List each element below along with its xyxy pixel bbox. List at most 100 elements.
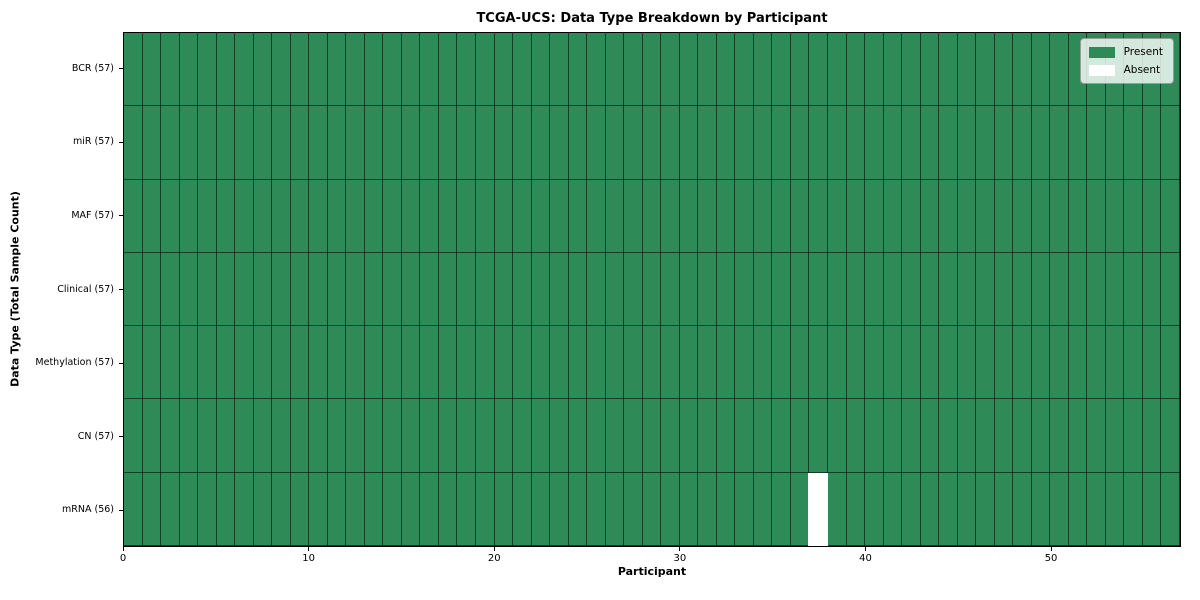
heatmap-cell	[624, 33, 643, 107]
heatmap-cell	[457, 33, 476, 107]
heatmap-cell	[550, 106, 569, 180]
heatmap-cell	[420, 399, 439, 473]
heatmap-cell	[846, 399, 866, 473]
heatmap-cell	[235, 399, 254, 473]
heatmap-cell	[790, 252, 810, 327]
heatmap-cell	[198, 106, 217, 180]
heatmap-cell	[383, 472, 402, 546]
heatmap-cell	[679, 106, 699, 180]
heatmap-cell	[161, 326, 180, 400]
heatmap-cell	[827, 252, 847, 327]
heatmap-cell	[124, 326, 143, 400]
heatmap-cell	[531, 179, 551, 253]
heatmap-cell	[216, 472, 236, 546]
heatmap-cell	[179, 399, 199, 473]
heatmap-cell	[790, 326, 810, 400]
heatmap-cell	[401, 106, 421, 180]
heatmap-cell	[364, 252, 384, 327]
heatmap-cell	[161, 472, 180, 546]
heatmap-cell	[309, 106, 328, 180]
heatmap-cell	[902, 472, 921, 546]
heatmap-cell	[235, 106, 254, 180]
heatmap-cell	[1068, 179, 1088, 253]
heatmap-cell	[994, 326, 1014, 400]
heatmap-cell	[216, 399, 236, 473]
heatmap-cell	[642, 106, 662, 180]
heatmap-cell	[383, 33, 402, 107]
heatmap-cell	[272, 33, 291, 107]
y-tick-label: CN (57)	[77, 430, 114, 442]
heatmap-cell	[513, 179, 532, 253]
heatmap-cell	[568, 33, 588, 107]
heatmap-cell	[957, 33, 977, 107]
heatmap-cell	[1031, 106, 1051, 180]
heatmap-cell	[198, 252, 217, 327]
heatmap-cell	[198, 179, 217, 253]
heatmap-cell	[846, 472, 866, 546]
heatmap-cell	[1161, 326, 1180, 400]
heatmap-cell	[883, 326, 903, 400]
heatmap-cell	[568, 326, 588, 400]
heatmap-cell	[438, 252, 458, 327]
heatmap-cell	[1013, 472, 1032, 546]
heatmap-cell	[1124, 399, 1143, 473]
heatmap-cell	[364, 106, 384, 180]
heatmap-cell	[1031, 252, 1051, 327]
heatmap-cell	[198, 472, 217, 546]
heatmap-cell	[475, 252, 495, 327]
heatmap-cell	[438, 472, 458, 546]
heatmap-cell	[809, 472, 828, 546]
heatmap-cell	[624, 326, 643, 400]
y-tick-label: MAF (57)	[71, 209, 114, 221]
heatmap-cell	[364, 179, 384, 253]
y-tick-label: Methylation (57)	[35, 357, 114, 369]
heatmap-cell	[790, 472, 810, 546]
heatmap-cell	[809, 399, 828, 473]
y-tick-mark	[119, 362, 123, 364]
heatmap-cell	[790, 33, 810, 107]
x-tick-mark	[308, 547, 310, 551]
heatmap-cell	[1161, 179, 1180, 253]
heatmap-cell	[1013, 179, 1032, 253]
x-tick-mark	[122, 547, 124, 551]
heatmap-cell	[1050, 472, 1069, 546]
heatmap-cell	[716, 326, 736, 400]
heatmap-cell	[1087, 472, 1106, 546]
heatmap-cell	[698, 106, 717, 180]
heatmap-cell	[1050, 399, 1069, 473]
heatmap-cell	[883, 252, 903, 327]
heatmap-cell	[642, 252, 662, 327]
heatmap-cell	[1105, 106, 1125, 180]
heatmap-cell	[920, 106, 940, 180]
heatmap-cell	[1105, 252, 1125, 327]
heatmap-cell	[513, 472, 532, 546]
heatmap-cell	[846, 106, 866, 180]
heatmap-cell	[1031, 179, 1051, 253]
heatmap-cell	[920, 252, 940, 327]
heatmap-cell	[753, 326, 773, 400]
heatmap-cell	[327, 399, 347, 473]
heatmap-cell	[272, 326, 291, 400]
heatmap-cell	[346, 472, 365, 546]
y-tick-mark	[119, 289, 123, 290]
heatmap-cell	[772, 399, 791, 473]
heatmap-cell	[309, 33, 328, 107]
heatmap-cell	[401, 252, 421, 327]
heatmap-cell	[661, 399, 680, 473]
heatmap-cell	[846, 179, 866, 253]
x-tick-label: 20	[487, 553, 501, 564]
heatmap-cell	[1068, 252, 1088, 327]
heatmap-cell	[772, 33, 791, 107]
heatmap-cell	[290, 252, 310, 327]
heatmap-cell	[550, 252, 569, 327]
heatmap-grid	[124, 33, 1180, 546]
heatmap-cell	[1142, 472, 1162, 546]
heatmap-cell	[438, 326, 458, 400]
heatmap-cell	[198, 326, 217, 400]
heatmap-cell	[883, 399, 903, 473]
heatmap-cell	[161, 33, 180, 107]
heatmap-cell	[735, 252, 754, 327]
heatmap-cell	[513, 106, 532, 180]
heatmap-cell	[735, 33, 754, 107]
heatmap-cell	[642, 472, 662, 546]
